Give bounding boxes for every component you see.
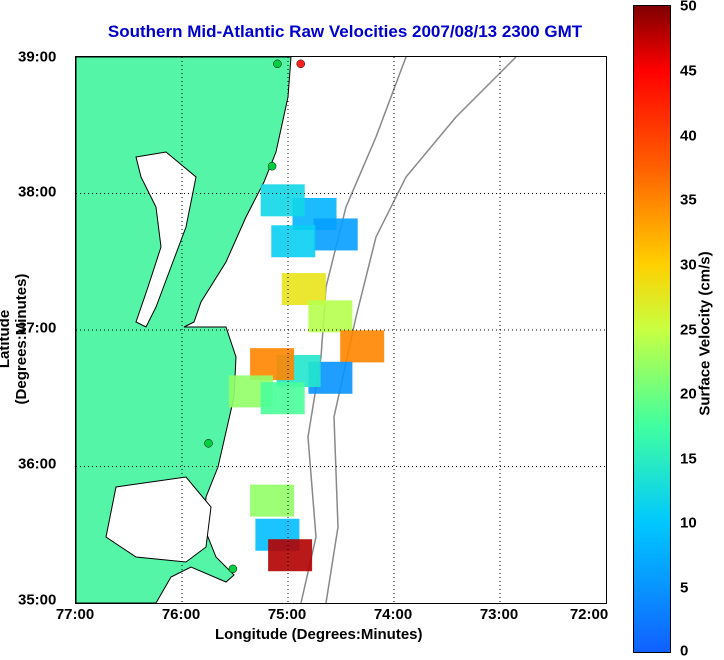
station-marker [267, 161, 277, 171]
colorbar-tick: 20 [680, 385, 697, 403]
colorbar-tick: 40 [680, 127, 697, 145]
velocity-patch [281, 273, 326, 306]
colorbar-tick: 5 [680, 579, 689, 597]
velocity-patch [260, 382, 305, 415]
velocity-patch [260, 184, 305, 217]
y-tick-label: 37:00 [18, 319, 57, 337]
x-axis-label: Longitude (Degrees:Minutes) [215, 626, 423, 643]
x-tick-label: 77:00 [55, 606, 95, 623]
colorbar-tick: 45 [680, 62, 697, 80]
velocity-patch [250, 348, 295, 381]
station-marker [296, 59, 305, 69]
station-marker [204, 439, 213, 448]
colorbar [633, 5, 671, 653]
colorbar-tick: 0 [680, 642, 689, 660]
map-title: Southern Mid-Atlantic Raw Velocities 200… [107, 22, 583, 41]
x-tick-label: 73:00 [479, 606, 519, 623]
x-tick-label: 74:00 [373, 606, 413, 623]
velocity-patch [250, 484, 295, 517]
velocity-patch [271, 225, 316, 258]
colorbar-tick: 15 [680, 450, 697, 468]
station-marker [273, 59, 282, 69]
colorbar-tick: 35 [680, 191, 697, 209]
x-tick-label: 75:00 [267, 606, 307, 623]
station-marker [228, 564, 238, 574]
y-tick-label: 36:00 [18, 455, 57, 473]
chesapeake-bay [135, 151, 197, 328]
velocity-patch [340, 330, 385, 363]
x-tick-label: 72:00 [569, 606, 609, 623]
map-plot-area [75, 56, 607, 604]
colorbar-tick: 10 [680, 514, 697, 532]
colorbar-tick: 30 [680, 256, 697, 274]
y-tick-label: 38:00 [18, 183, 57, 201]
pamlico-sound [105, 476, 212, 563]
y-axis-label: Latitude (Degrees:Minutes) [0, 273, 30, 405]
map-canvas [76, 57, 606, 603]
y-tick-label: 35:00 [18, 591, 57, 609]
colorbar-label: Surface Velocity (cm/s) [696, 251, 714, 416]
bathymetry-contour [325, 57, 517, 603]
y-tick-label: 39:00 [18, 48, 57, 66]
colorbar-tick: 50 [680, 0, 697, 15]
velocity-patch [308, 300, 353, 333]
x-tick-label: 76:00 [161, 606, 201, 623]
velocity-patch [313, 218, 358, 251]
velocity-patch [268, 539, 313, 572]
colorbar-tick: 25 [680, 321, 697, 339]
